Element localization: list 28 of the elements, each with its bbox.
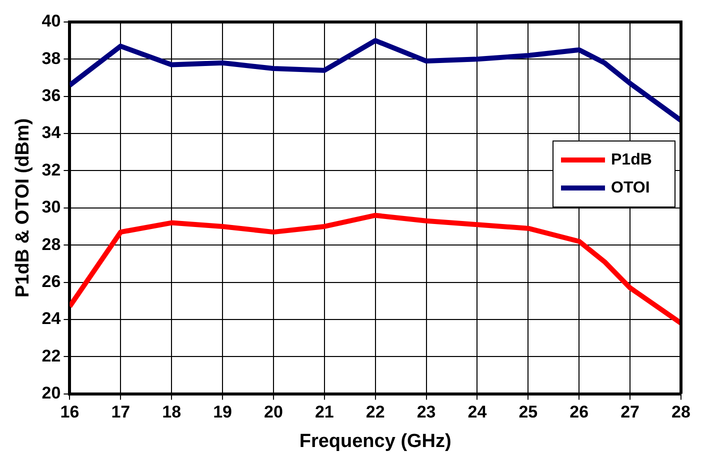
x-tick-label: 17	[111, 402, 130, 422]
y-tick-label: 38	[42, 48, 61, 68]
x-tick-label: 28	[672, 402, 690, 422]
x-tick-label: 22	[366, 402, 385, 422]
y-tick-label: 34	[42, 123, 62, 142]
x-tick-label: 21	[314, 402, 334, 422]
y-tick-label: 24	[42, 309, 62, 328]
y-axis-title: P1dB & OTOI (dBm)	[12, 118, 34, 298]
x-tick-label: 26	[570, 402, 589, 422]
y-tick-label: 20	[42, 383, 61, 402]
x-tick-label: 23	[416, 402, 436, 422]
y-tick-label: 30	[42, 198, 61, 217]
y-tick-label: 26	[42, 272, 61, 291]
x-axis-title: Frequency (GHz)	[299, 430, 452, 452]
x-tick-label: 18	[162, 402, 182, 422]
y-tick-label: 32	[42, 160, 61, 180]
x-tick-label: 16	[60, 402, 80, 422]
x-tick-label: 27	[620, 402, 640, 422]
legend-label: OTOI	[611, 179, 650, 196]
x-tick-label: 19	[213, 402, 232, 422]
y-tick-label: 36	[42, 86, 61, 106]
y-tick-label: 28	[42, 234, 61, 254]
y-tick-label: 40	[42, 12, 61, 31]
x-tick-label: 25	[518, 402, 538, 422]
y-tick-label: 22	[42, 346, 61, 366]
x-tick-label: 24	[468, 402, 488, 422]
x-tick-label: 20	[264, 402, 283, 422]
legend-label: P1dB	[611, 151, 652, 168]
